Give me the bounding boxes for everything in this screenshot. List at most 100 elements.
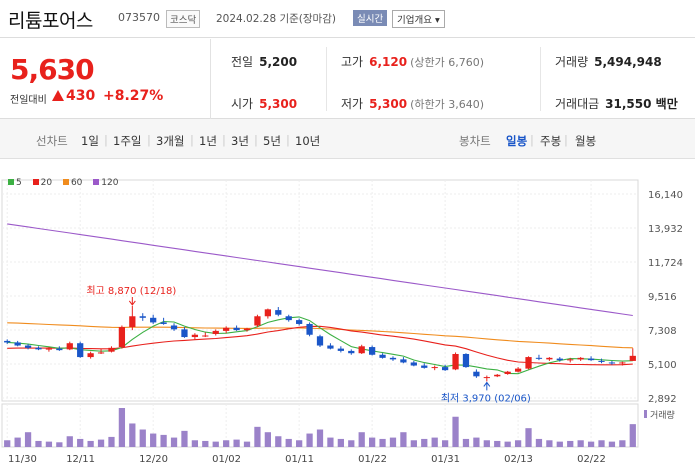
trade-volume: 거래량 5,494,948 bbox=[555, 55, 662, 69]
stock-code: 073570 bbox=[118, 11, 160, 24]
candle-body bbox=[191, 334, 199, 338]
volume-bar bbox=[567, 440, 574, 447]
volume-bar bbox=[202, 440, 209, 447]
ma60-line bbox=[7, 322, 633, 349]
candle-body bbox=[462, 353, 470, 368]
candle-body bbox=[431, 367, 438, 369]
volume-legend-swatch bbox=[644, 410, 647, 418]
current-price: 5,630 bbox=[10, 53, 95, 86]
ma120-swatch bbox=[93, 179, 100, 185]
volume-bar bbox=[35, 440, 42, 447]
period-5y[interactable]: 5년 bbox=[263, 134, 281, 148]
volume-bar bbox=[191, 440, 199, 447]
volume-bar bbox=[285, 438, 292, 447]
volume-bar bbox=[358, 432, 365, 447]
volume-bar bbox=[494, 440, 501, 447]
candle-body bbox=[619, 362, 626, 364]
x-tick-label: 01/22 bbox=[358, 454, 387, 465]
price-pane-frame bbox=[1, 179, 639, 402]
ma120-label: 120 bbox=[101, 178, 119, 188]
y-tick-label: 9,516 bbox=[648, 292, 677, 303]
interval-monthly[interactable]: 월봉 bbox=[575, 134, 597, 148]
period-10y[interactable]: 10년 bbox=[295, 134, 321, 148]
company-info-dropdown[interactable]: 기업개요 ▾ bbox=[392, 10, 445, 28]
candle-body bbox=[212, 330, 219, 334]
up-arrow-icon bbox=[52, 90, 64, 101]
candle-body bbox=[254, 316, 261, 326]
x-tick-label: 11/30 bbox=[8, 454, 37, 465]
period-1w[interactable]: 1주일 bbox=[113, 134, 142, 148]
candle-body bbox=[514, 368, 522, 372]
volume-bar bbox=[296, 440, 303, 447]
candle-body bbox=[327, 345, 334, 349]
volume-bar bbox=[556, 441, 563, 447]
volume-bar bbox=[577, 440, 584, 447]
candle-body bbox=[150, 317, 157, 323]
volume-bar bbox=[181, 430, 188, 447]
candle-body bbox=[139, 316, 146, 318]
price-change-percent: +8.27% bbox=[103, 88, 164, 104]
period-1y[interactable]: 1년 bbox=[199, 134, 217, 148]
candle-body bbox=[358, 346, 365, 354]
candle-body bbox=[275, 310, 282, 315]
volume-bar bbox=[77, 438, 84, 447]
candle-chart-tab[interactable]: 봉차트 bbox=[459, 134, 491, 148]
candle-body bbox=[108, 347, 115, 352]
candle-body bbox=[118, 327, 126, 348]
y-tick-label: 16,140 bbox=[648, 190, 683, 201]
period-1d[interactable]: 1일 bbox=[81, 134, 99, 148]
ma20-swatch bbox=[32, 179, 39, 185]
price-summary: 5,630 전일대비 430 +8.27% 전일 5,200 고가 6,120 (상한… bbox=[0, 39, 695, 119]
candle-body bbox=[441, 367, 449, 371]
volume-bar bbox=[514, 440, 522, 447]
line-chart-tab[interactable]: 선차트 bbox=[36, 134, 68, 148]
high-arrow-icon bbox=[128, 296, 136, 306]
base-date: 2024.02.28 기준(장마감) bbox=[216, 13, 336, 25]
candle-body bbox=[129, 316, 136, 328]
volume-bar bbox=[212, 441, 219, 447]
x-tick-label: 01/31 bbox=[431, 454, 460, 465]
volume-bar bbox=[379, 438, 386, 447]
volume-bar bbox=[410, 440, 417, 447]
candle-body bbox=[45, 348, 53, 350]
candle-body bbox=[233, 327, 240, 331]
chart-toolbar: 선차트 1일 | 1주일 | 3개월 | 1년 | 3년 | 5년 | 10년 … bbox=[0, 119, 695, 159]
period-3y[interactable]: 3년 bbox=[231, 134, 249, 148]
high-price: 고가 6,120 (상한가 6,760) bbox=[341, 55, 484, 69]
market-badge: 코스닥 bbox=[166, 10, 201, 28]
volume-bar bbox=[369, 437, 376, 447]
low-price: 저가 5,300 (하한가 3,640) bbox=[341, 97, 484, 111]
volume-bar bbox=[45, 441, 53, 447]
stock-candle-chart[interactable]: 16,140 13,932 11,724 9,516 7,308 5,100 2,892 11… bbox=[0, 160, 695, 475]
interval-daily[interactable]: 일봉 bbox=[506, 134, 528, 148]
interval-weekly[interactable]: 주봉 bbox=[540, 134, 562, 148]
y-tick-label: 11,724 bbox=[648, 258, 683, 269]
x-tick-label: 02/22 bbox=[577, 454, 606, 465]
volume-bar bbox=[483, 440, 490, 447]
volume-bar bbox=[608, 441, 616, 447]
volume-bar bbox=[327, 437, 334, 447]
candle-body bbox=[170, 325, 178, 330]
candle-body bbox=[556, 358, 563, 361]
current-price-panel: 5,630 전일대비 430 +8.27% bbox=[0, 39, 211, 119]
volume-bar bbox=[254, 426, 261, 447]
y-tick-label: 5,100 bbox=[648, 360, 677, 371]
candle-body bbox=[243, 328, 251, 331]
low-arrow-icon bbox=[483, 381, 491, 391]
ma60-swatch bbox=[62, 179, 69, 185]
candle-body bbox=[97, 352, 105, 354]
volume-bar bbox=[535, 438, 543, 447]
candle-body bbox=[525, 357, 532, 369]
volume-bar bbox=[139, 429, 146, 447]
ma20-label: 20 bbox=[40, 178, 53, 188]
realtime-button[interactable]: 실시간 bbox=[353, 10, 388, 26]
volume-bar bbox=[243, 441, 251, 447]
period-3m[interactable]: 3개월 bbox=[156, 134, 185, 148]
volume-bar bbox=[473, 437, 480, 447]
y-tick-label: 2,892 bbox=[648, 394, 677, 405]
candle-body bbox=[587, 358, 595, 361]
volume-bar bbox=[97, 439, 105, 447]
candle-body bbox=[421, 365, 428, 368]
volume-bar bbox=[400, 432, 407, 447]
candle-body bbox=[223, 327, 230, 331]
